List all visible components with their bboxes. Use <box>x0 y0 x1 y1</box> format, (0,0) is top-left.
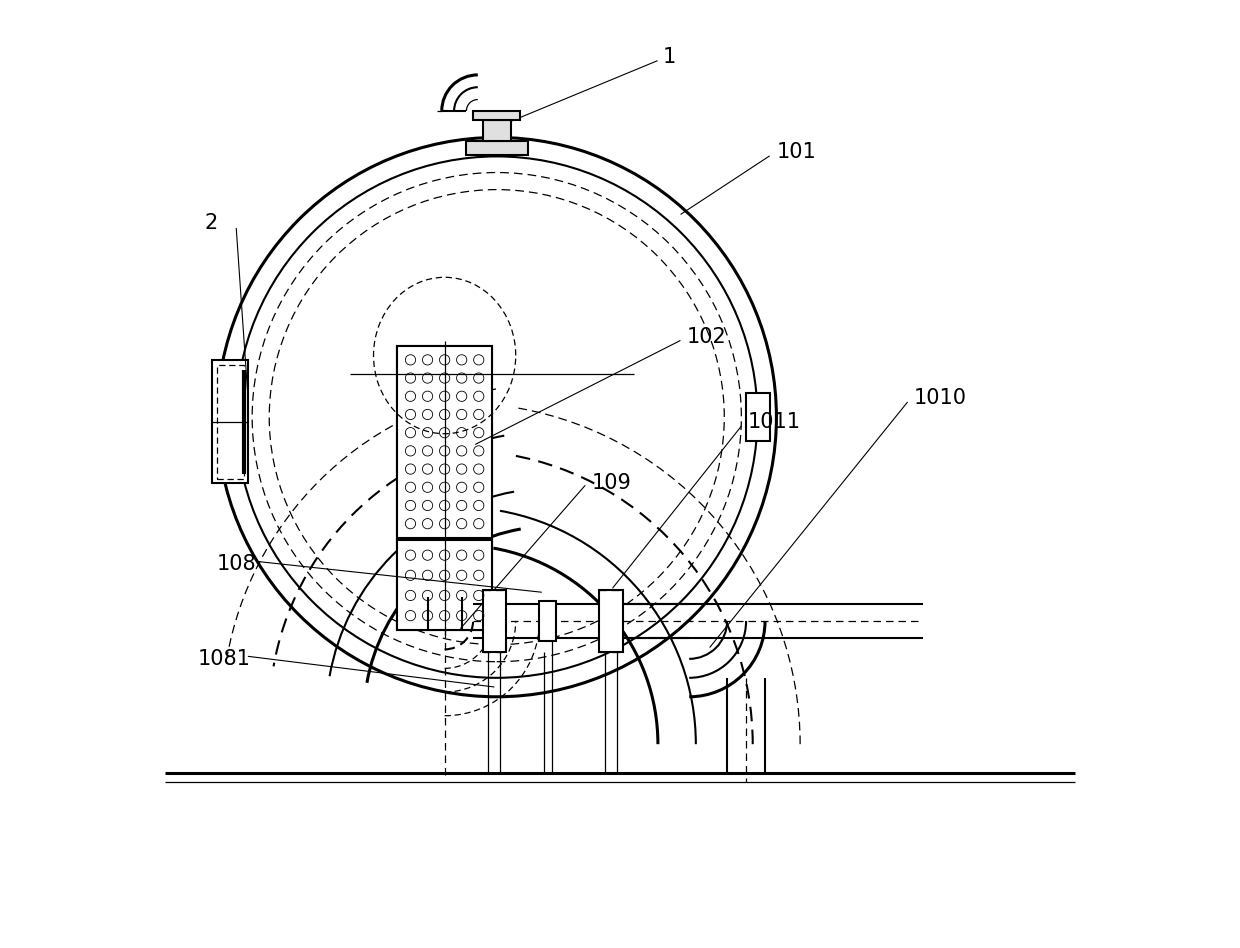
Text: 1010: 1010 <box>914 388 967 409</box>
Text: 1: 1 <box>662 46 676 67</box>
Text: 1081: 1081 <box>198 648 250 669</box>
Bar <box>482 590 506 652</box>
Bar <box>217 365 243 479</box>
Text: 1011: 1011 <box>748 411 801 432</box>
Bar <box>474 111 521 120</box>
Bar <box>397 346 492 538</box>
Bar <box>466 141 527 155</box>
Text: 102: 102 <box>687 326 727 347</box>
Bar <box>397 540 492 630</box>
Bar <box>482 120 511 141</box>
Bar <box>539 601 557 641</box>
Bar <box>599 590 622 652</box>
Text: 101: 101 <box>776 141 816 162</box>
Bar <box>397 346 492 630</box>
Text: 109: 109 <box>591 473 631 494</box>
Text: 2: 2 <box>205 212 218 233</box>
Bar <box>212 360 248 483</box>
Text: 108: 108 <box>217 554 257 574</box>
Bar <box>746 393 770 441</box>
